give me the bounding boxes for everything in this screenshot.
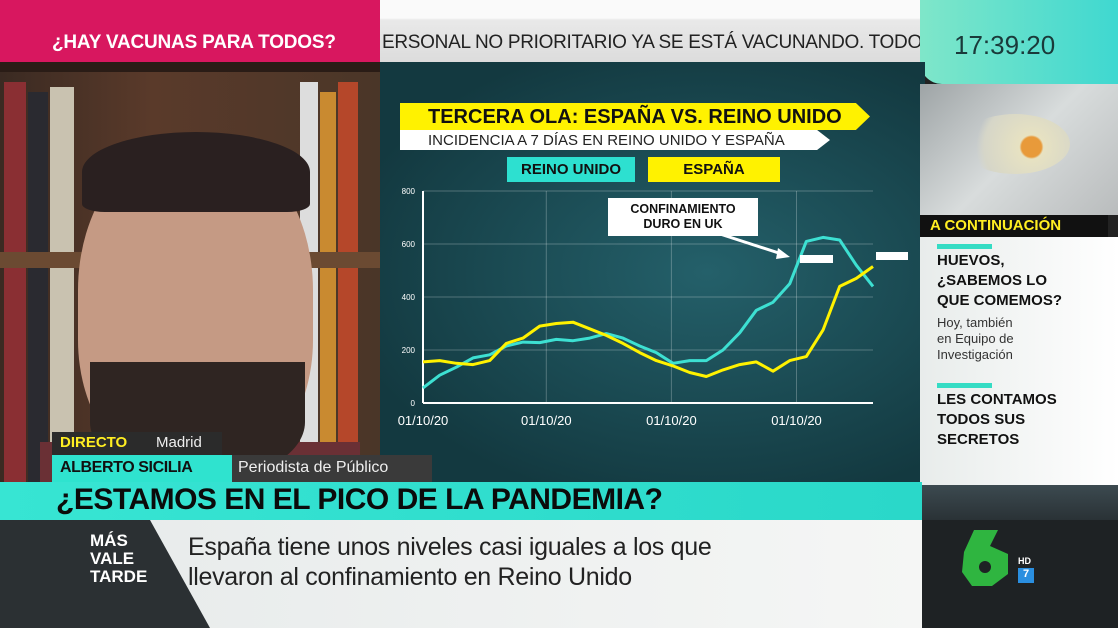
legend-spain: ESPAÑA — [648, 157, 780, 182]
next-up-panel: HUEVOS, ¿SABEMOS LO QUE COMEMOS? Hoy, ta… — [920, 237, 1118, 485]
live-label: DIRECTO — [60, 434, 128, 451]
speaker-name: ALBERTO SICILIA — [60, 459, 193, 476]
live-location-tag: DIRECTO Madrid — [52, 432, 222, 455]
chart-subtitle-band: INCIDENCIA A 7 DÍAS EN REINO UNIDO Y ESP… — [400, 130, 830, 150]
news-ticker: ERSONAL NO PRIORITARIO YA SE ESTÁ VACUNA… — [380, 0, 925, 62]
chart-subtitle: INCIDENCIA A 7 DÍAS EN REINO UNIDO Y ESP… — [428, 132, 785, 149]
show-logo: MÁS VALE TARDE — [0, 520, 210, 628]
location: Madrid — [156, 434, 202, 451]
y-tick-label: 600 — [402, 240, 416, 249]
next-title-line: QUE COMEMOS? — [937, 292, 1063, 309]
speaker-role: Periodista de Público — [238, 459, 389, 476]
next-up-label: A CONTINUACIÓN — [920, 215, 1108, 237]
speaker-name-tag: ALBERTO SICILIA — [52, 455, 232, 482]
show-logo-line: TARDE — [90, 567, 148, 586]
subtitle-line: España tiene unos niveles casi iguales a… — [188, 533, 712, 561]
next-sub-line: Investigación — [937, 347, 1013, 362]
x-tick-label: 01/10/20 — [646, 413, 697, 428]
divider — [937, 383, 992, 388]
next-title-line: HUEVOS, — [937, 252, 1005, 269]
annotation-arrow — [719, 232, 786, 257]
annotation-line-2: DURO EN UK — [643, 217, 723, 231]
legend-uk: REINO UNIDO — [507, 157, 635, 182]
next-title-line: LES CONTAMOS — [937, 391, 1057, 408]
y-tick-label: 200 — [402, 346, 416, 355]
hd-badge: HD — [1018, 556, 1031, 566]
next-title-line: ¿SABEMOS LO — [937, 272, 1048, 289]
y-tick-label: 0 — [411, 399, 416, 408]
next-sub-line: en Equipo de — [937, 331, 1014, 346]
marker-bar — [876, 252, 908, 260]
x-tick-label: 01/10/20 — [521, 413, 572, 428]
hair — [82, 132, 310, 212]
annotation-arrowhead — [776, 248, 790, 259]
annotation-line-1: CONFINAMIENTO — [630, 202, 736, 216]
headline: ¿ESTAMOS EN EL PICO DE LA PANDEMIA? — [56, 483, 663, 516]
y-tick-label: 800 — [402, 187, 416, 196]
chart-title: TERCERA OLA: ESPAÑA VS. REINO UNIDO — [428, 106, 842, 128]
ticker-text: ERSONAL NO PRIORITARIO YA SE ESTÁ VACUNA… — [382, 32, 925, 53]
marker-bar — [800, 255, 833, 263]
topic-text: ¿HAY VACUNAS PARA TODOS? — [52, 32, 336, 53]
annotation-box: CONFINAMIENTO DURO EN UK — [608, 198, 758, 236]
news-subtitle: España tiene unos niveles casi iguales a… — [188, 532, 712, 592]
x-tick-label: 01/10/20 — [398, 413, 449, 428]
clock-time: 17:39:20 — [954, 30, 1056, 60]
lasexta-logo-icon — [962, 530, 1008, 586]
egg-image — [960, 114, 1070, 174]
age-rating-badge: 7 — [1018, 568, 1034, 583]
topic-banner: ¿HAY VACUNAS PARA TODOS? — [0, 0, 380, 62]
chart-panel: TERCERA OLA: ESPAÑA VS. REINO UNIDO INCI… — [380, 62, 925, 482]
next-program-thumbnail — [920, 84, 1118, 215]
channel-logo-area: HD 7 — [920, 520, 1118, 628]
headline-bar: ¿ESTAMOS EN EL PICO DE LA PANDEMIA? — [0, 482, 922, 520]
divider — [937, 244, 992, 249]
next-title-line: TODOS SUS — [937, 411, 1026, 428]
next-sub-line: Hoy, también — [937, 315, 1013, 330]
show-logo-line: VALE — [90, 549, 135, 568]
x-tick-label: 01/10/20 — [771, 413, 822, 428]
line-chart: 0 200 400 600 800 01/10/20 01/10/20 01/10/20 01/… — [398, 187, 908, 428]
speaker-role-tag: Periodista de Público — [232, 455, 432, 482]
subtitle-line: llevaron al confinamiento en Reino Unido — [188, 563, 632, 591]
series-line-spain — [422, 265, 874, 378]
y-tick-label: 400 — [402, 293, 416, 302]
clock: 17:39:20 — [920, 0, 1118, 84]
next-title-line: SECRETOS — [937, 431, 1020, 448]
brand-strip — [920, 485, 1118, 520]
show-logo-line: MÁS — [90, 531, 128, 550]
live-video-feed — [0, 62, 380, 482]
chart-title-band: TERCERA OLA: ESPAÑA VS. REINO UNIDO — [400, 103, 870, 130]
